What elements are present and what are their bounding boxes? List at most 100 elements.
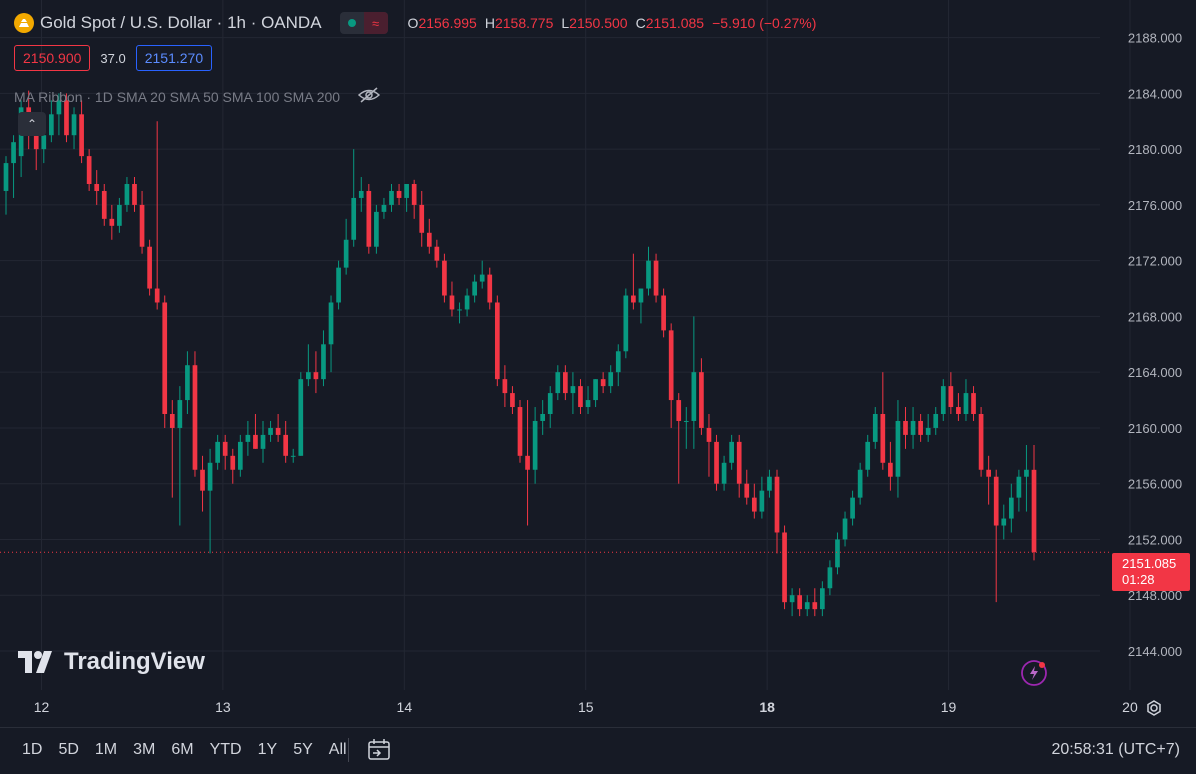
candle-up [608, 372, 614, 387]
range-1y[interactable]: 1Y [257, 741, 278, 758]
candle-down [978, 414, 984, 470]
time-axis[interactable]: 12 13 14 15 18 19 20 [34, 699, 1138, 715]
candle-up [290, 455, 296, 457]
candle-down [132, 184, 137, 205]
candle-down [600, 379, 606, 387]
candle-down [487, 274, 493, 303]
candle-up [381, 204, 387, 212]
candle-down [631, 295, 636, 303]
candle-down [442, 260, 447, 296]
candle-down [64, 100, 69, 136]
candle-up [124, 184, 130, 205]
y-tick-label: 2176.000 [1128, 198, 1182, 213]
candle-down [169, 414, 175, 428]
candle-up [1024, 469, 1029, 477]
toolbar-divider [348, 738, 349, 762]
collapse-legend-button[interactable]: ⌃ [18, 112, 46, 136]
tradingview-watermark: TradingView [18, 648, 205, 676]
candle-up [940, 386, 946, 414]
open-value: 2156.995 [418, 15, 477, 31]
candle-down [434, 246, 440, 261]
market-open-dot-icon [340, 12, 364, 34]
indicator-legend[interactable]: MA Ribbon · 1D SMA 20 SMA 50 SMA 100 SMA… [14, 87, 381, 106]
y-tick-label: 2188.000 [1128, 31, 1182, 46]
market-status-pill[interactable]: ≈ [339, 12, 388, 34]
goto-date-calendar-icon[interactable] [366, 737, 392, 768]
symbol-title[interactable]: Gold Spot / U.S. Dollar · 1h · OANDA [40, 13, 322, 32]
candle-up [117, 204, 122, 226]
x-tick-label: 18 [759, 699, 775, 715]
candle-up [343, 239, 349, 268]
candle-up [623, 295, 629, 352]
bottom-toolbar: 1D 5D 1M 3M 6M YTD 1Y 5Y All 20:58:31 (U… [0, 727, 1196, 774]
range-5y[interactable]: 5Y [293, 741, 313, 758]
y-tick-label: 2144.000 [1128, 644, 1182, 659]
candle-up [268, 427, 273, 435]
candle-up [570, 386, 576, 394]
candle-up [547, 393, 553, 414]
candle-up [857, 469, 863, 498]
candle-up [351, 197, 357, 240]
range-6m[interactable]: 6M [171, 741, 194, 758]
candle-up [963, 393, 969, 414]
x-tick-label: 19 [941, 699, 957, 715]
candle-down [1031, 469, 1037, 553]
candle-down [774, 476, 780, 533]
range-3m[interactable]: 3M [133, 741, 156, 758]
price-chart[interactable]: 2144.000 2148.000 2152.000 2156.000 2160.000… [0, 0, 1196, 727]
spread-value: 37.0 [100, 50, 126, 66]
candle-up [472, 281, 477, 296]
buy-button[interactable]: 2151.270 [135, 45, 213, 71]
candle-up [306, 372, 311, 380]
chart-settings-icon[interactable] [1143, 697, 1165, 724]
candle-up [389, 190, 394, 205]
last-price-tag: 2151.085 01:28 [1112, 553, 1190, 591]
candle-down [86, 156, 92, 184]
candle-down [918, 420, 923, 435]
candle-down [283, 434, 289, 456]
candle-down [449, 295, 455, 310]
candle-up [207, 462, 213, 491]
x-tick-label: 20 [1122, 699, 1138, 715]
candle-up [759, 490, 765, 512]
range-1m[interactable]: 1M [94, 741, 118, 758]
timezone-clock[interactable]: 20:58:31 (UTC+7) [1051, 741, 1180, 758]
candle-down [714, 441, 719, 484]
wave-icon: ≈ [363, 12, 388, 34]
candle-down [668, 330, 674, 401]
price-axis[interactable]: 2144.000 2148.000 2152.000 2156.000 2160.000… [1128, 31, 1182, 659]
candle-up [358, 190, 364, 198]
sell-button[interactable]: 2150.900 [14, 45, 91, 71]
candle-up [479, 274, 485, 282]
candle-up [1016, 476, 1022, 498]
candle-down [396, 190, 402, 198]
candles [3, 90, 1037, 617]
range-1d[interactable]: 1D [22, 741, 43, 758]
change-value: −5.910 (−0.27%) [712, 15, 817, 31]
lightning-icon[interactable] [1020, 659, 1048, 692]
candle-up [540, 414, 546, 421]
high-value: 2158.775 [494, 15, 554, 31]
x-tick-label: 15 [578, 699, 594, 715]
candle-down [33, 135, 39, 150]
y-tick-label: 2184.000 [1128, 86, 1182, 101]
candle-down [426, 232, 432, 247]
range-ytd[interactable]: YTD [209, 741, 242, 758]
candle-down [699, 372, 704, 428]
candle-down [154, 288, 160, 303]
range-5d[interactable]: 5D [58, 741, 79, 758]
candle-up [646, 260, 651, 289]
candle-down [139, 204, 145, 247]
gold-symbol-icon [14, 13, 34, 33]
candle-up [532, 420, 538, 470]
candle-up [1001, 518, 1007, 526]
low-value: 2150.500 [569, 15, 628, 31]
candle-up [593, 379, 598, 401]
candle-down [313, 372, 319, 380]
ohlc-values: O2156.995 H2158.775 L2150.500 C2151.085 … [407, 15, 817, 31]
x-tick-label: 14 [397, 699, 413, 715]
range-all[interactable]: All [328, 741, 347, 758]
candle-up [237, 441, 243, 470]
candle-up [328, 302, 334, 345]
eye-hidden-icon[interactable] [357, 87, 381, 106]
